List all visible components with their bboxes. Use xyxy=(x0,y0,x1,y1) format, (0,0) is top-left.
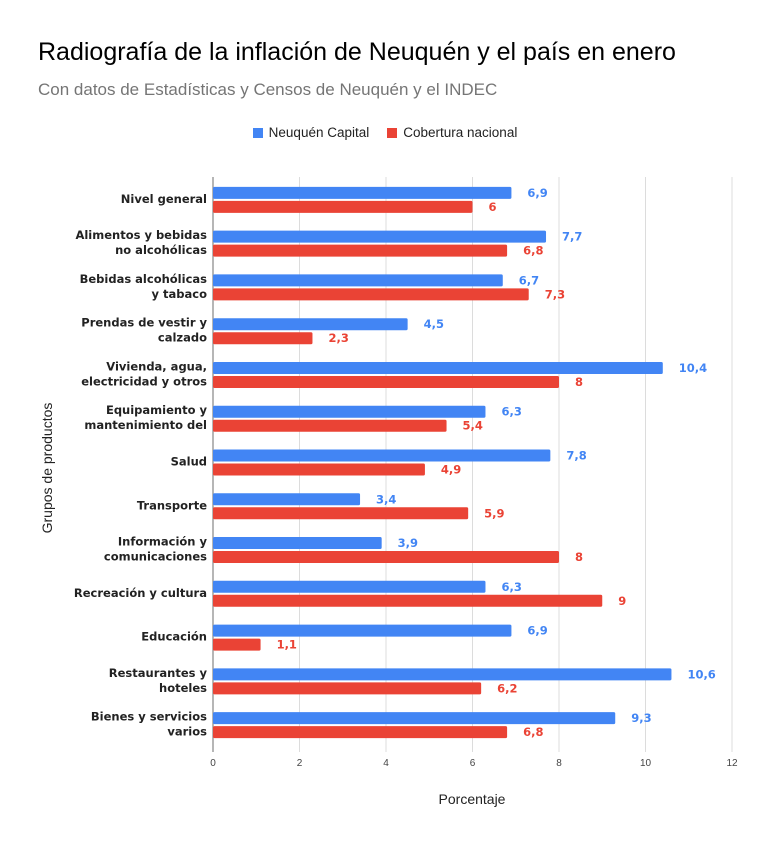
data-label: 10,4 xyxy=(679,361,707,375)
data-label: 6,8 xyxy=(523,244,543,258)
bar-neuquen-capital[interactable] xyxy=(213,186,512,199)
category-label: y tabaco xyxy=(152,287,208,301)
bar-neuquen-capital[interactable] xyxy=(213,230,547,243)
category-label: Información y xyxy=(118,535,208,549)
legend-label: Cobertura nacional xyxy=(403,125,518,140)
data-label: 7,8 xyxy=(566,449,586,463)
bars xyxy=(213,186,672,739)
data-label: 4,5 xyxy=(424,317,444,331)
bar-cobertura-nacional[interactable] xyxy=(213,726,508,739)
category-label: electricidad y otros xyxy=(81,374,207,388)
bar-cobertura-nacional[interactable] xyxy=(213,507,469,520)
data-label: 5,4 xyxy=(463,419,483,433)
bar-cobertura-nacional[interactable] xyxy=(213,200,473,213)
bar-cobertura-nacional[interactable] xyxy=(213,288,529,301)
data-label: 3,9 xyxy=(398,536,418,550)
category-label: Salud xyxy=(171,455,207,469)
legend-swatch-red xyxy=(387,127,398,138)
legend-item-neuquen-capital[interactable]: Neuquén Capital xyxy=(252,125,370,140)
x-tick-label: 6 xyxy=(470,758,476,769)
category-label: mantenimiento del xyxy=(84,418,207,432)
data-label: 3,4 xyxy=(376,492,396,506)
bar-cobertura-nacional[interactable] xyxy=(213,638,261,651)
bar-cobertura-nacional[interactable] xyxy=(213,375,559,388)
data-label: 5,9 xyxy=(484,506,504,520)
bar-cobertura-nacional[interactable] xyxy=(213,463,425,476)
category-label: Equipamiento y xyxy=(106,403,208,417)
data-label: 6,7 xyxy=(519,273,539,287)
x-tick-labels: 0 2 4 6 8 10 12 xyxy=(210,758,738,769)
data-label: 6,9 xyxy=(527,624,547,638)
legend-label: Neuquén Capital xyxy=(268,125,370,140)
chart-subtitle: Con datos de Estadísticas y Censos de Ne… xyxy=(38,80,498,99)
data-label: 9 xyxy=(618,594,626,608)
x-tick-label: 12 xyxy=(726,758,738,769)
legend-item-cobertura-nacional[interactable]: Cobertura nacional xyxy=(387,125,517,140)
data-label: 8 xyxy=(575,550,583,564)
category-label: Prendas de vestir y xyxy=(81,316,207,330)
category-label: Transporte xyxy=(137,498,207,512)
bar-neuquen-capital[interactable] xyxy=(213,668,672,681)
x-tick-label: 8 xyxy=(556,758,562,769)
category-label: Bienes y servicios xyxy=(91,710,207,724)
legend: Neuquén Capital Cobertura nacional xyxy=(0,125,770,140)
value-labels: 6,9 6 7,7 6,8 6,7 7,3 4,5 2,3 10,4 8 6,3 5,4 7,8 4,9 3… xyxy=(277,186,716,739)
data-label: 4,9 xyxy=(441,463,461,477)
bar-neuquen-capital[interactable] xyxy=(213,493,361,506)
bar-cobertura-nacional[interactable] xyxy=(213,682,482,695)
data-label: 1,1 xyxy=(277,638,297,652)
category-label: comunicaciones xyxy=(104,550,207,564)
bar-cobertura-nacional[interactable] xyxy=(213,419,447,432)
bar-neuquen-capital[interactable] xyxy=(213,274,503,287)
bar-cobertura-nacional[interactable] xyxy=(213,332,313,345)
legend-swatch-blue xyxy=(252,127,263,138)
bar-neuquen-capital[interactable] xyxy=(213,361,663,374)
bar-neuquen-capital[interactable] xyxy=(213,537,382,550)
category-label: Restaurantes y xyxy=(109,666,208,680)
data-label: 6,2 xyxy=(497,681,517,695)
data-label: 10,6 xyxy=(687,667,715,681)
chart-title: Radiografía de la inflación de Neuquén y… xyxy=(38,38,676,66)
category-label: calzado xyxy=(158,331,207,345)
bar-neuquen-capital[interactable] xyxy=(213,580,486,593)
x-tick-label: 10 xyxy=(640,758,652,769)
category-label: no alcohólicas xyxy=(115,243,207,257)
bar-cobertura-nacional[interactable] xyxy=(213,244,508,257)
category-label: Vivienda, agua, xyxy=(106,359,207,373)
data-label: 6,8 xyxy=(523,725,543,739)
data-label: 8 xyxy=(575,375,583,389)
x-tick-label: 2 xyxy=(297,758,303,769)
bar-neuquen-capital[interactable] xyxy=(213,318,408,331)
data-label: 2,3 xyxy=(328,331,348,345)
bar-neuquen-capital[interactable] xyxy=(213,712,616,725)
bar-neuquen-capital[interactable] xyxy=(213,405,486,418)
category-label: Nivel general xyxy=(121,192,207,206)
category-label: Alimentos y bebidas xyxy=(75,228,207,242)
x-tick-label: 0 xyxy=(210,758,216,769)
data-label: 7,7 xyxy=(562,230,582,244)
data-label: 6,3 xyxy=(501,405,521,419)
bar-neuquen-capital[interactable] xyxy=(213,624,512,637)
category-label: Bebidas alcohólicas xyxy=(80,272,208,286)
bar-cobertura-nacional[interactable] xyxy=(213,594,603,607)
x-tick-label: 4 xyxy=(383,758,389,769)
category-label: varios xyxy=(167,725,207,739)
data-label: 6,9 xyxy=(527,186,547,200)
data-label: 9,3 xyxy=(631,711,651,725)
bar-neuquen-capital[interactable] xyxy=(213,449,551,462)
data-label: 6 xyxy=(489,200,497,214)
category-label: Recreación y cultura xyxy=(74,586,207,600)
category-label: Educación xyxy=(141,630,207,644)
data-label: 7,3 xyxy=(545,287,565,301)
data-label: 6,3 xyxy=(501,580,521,594)
y-axis-title: Grupos de productos xyxy=(39,403,55,534)
category-label: hoteles xyxy=(159,681,207,695)
bar-cobertura-nacional[interactable] xyxy=(213,551,559,564)
x-axis-title: Porcentaje xyxy=(439,791,506,807)
